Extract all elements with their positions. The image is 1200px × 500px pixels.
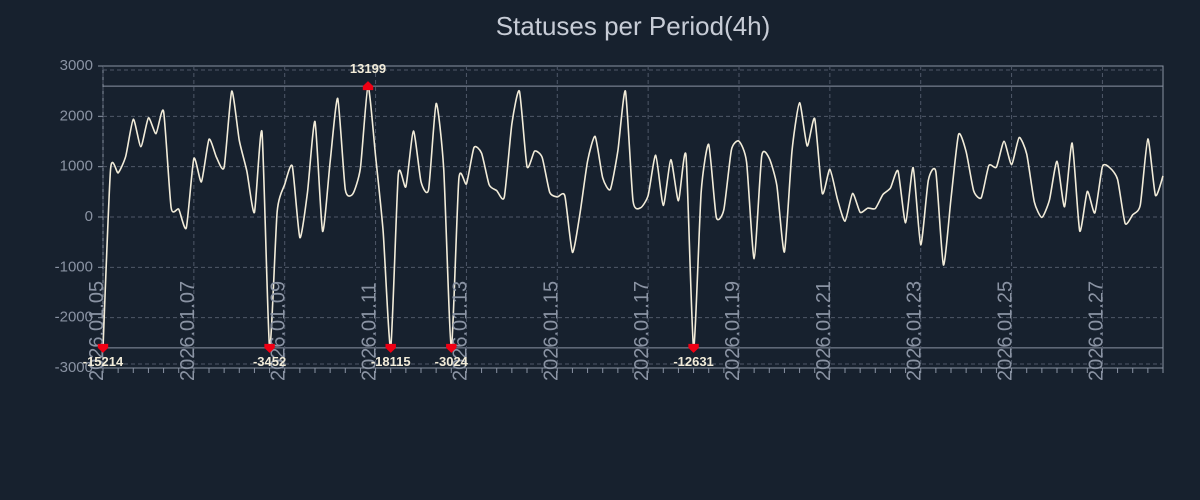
svg-text:2026.01.25: 2026.01.25 <box>995 281 1017 381</box>
svg-text:2026.01.27: 2026.01.27 <box>1085 281 1107 381</box>
svg-text:2026.01.15: 2026.01.15 <box>540 281 562 381</box>
svg-text:2026.01.23: 2026.01.23 <box>904 281 926 381</box>
svg-text:2026.01.07: 2026.01.07 <box>177 281 199 381</box>
svg-text:1000: 1000 <box>60 158 93 175</box>
svg-text:-3024: -3024 <box>435 354 469 369</box>
svg-text:-1000: -1000 <box>55 258 93 275</box>
svg-text:-15214: -15214 <box>83 354 124 369</box>
svg-text:13199: 13199 <box>350 61 386 76</box>
svg-text:-3452: -3452 <box>253 354 286 369</box>
svg-text:2000: 2000 <box>60 107 93 124</box>
svg-text:0: 0 <box>85 208 93 225</box>
svg-text:2026.01.17: 2026.01.17 <box>631 281 653 381</box>
svg-text:-12631: -12631 <box>673 354 713 369</box>
svg-text:2026.01.19: 2026.01.19 <box>722 281 744 381</box>
svg-text:3000: 3000 <box>60 57 93 74</box>
svg-text:2026.01.21: 2026.01.21 <box>813 281 835 381</box>
svg-text:-18115: -18115 <box>371 354 411 369</box>
svg-text:Statuses per Period(4h): Statuses per Period(4h) <box>496 11 771 41</box>
